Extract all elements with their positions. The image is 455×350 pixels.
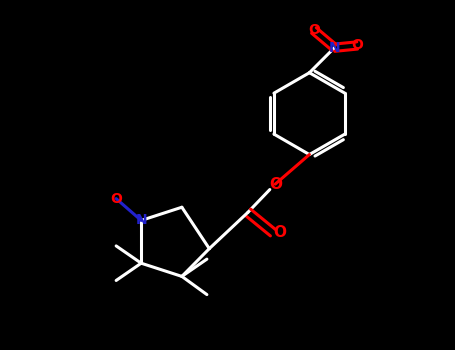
Text: O: O [308,23,320,37]
Text: O: O [351,38,363,52]
Text: N: N [329,41,340,55]
Text: O: O [273,225,286,240]
Text: O: O [269,177,282,191]
Text: N: N [136,214,147,228]
Text: O: O [110,192,122,206]
